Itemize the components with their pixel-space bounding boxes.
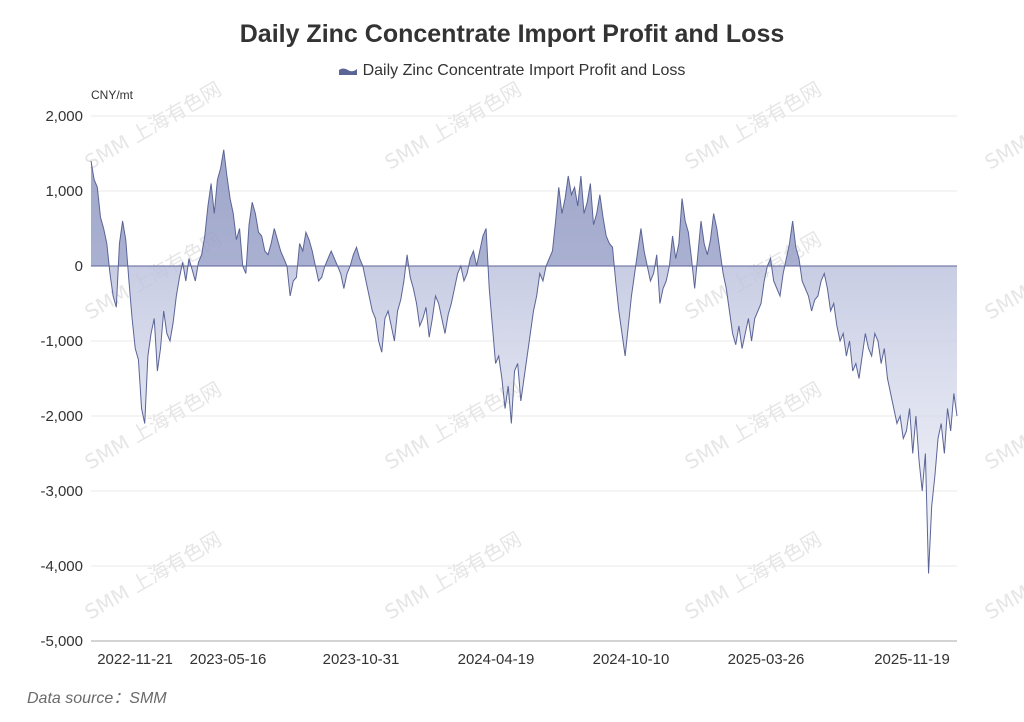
y-axis-unit-label: CNY/mt [91,88,133,102]
chart-title: Daily Zinc Concentrate Import Profit and… [239,20,785,48]
x-tick-label: 2025-11-19 [874,651,950,668]
x-tick-label: 2025-03-26 [728,651,805,668]
x-tick-label: 2023-05-16 [190,651,267,668]
y-tick-label: -2,000 [40,408,83,425]
x-axis: 2022-11-21 2023-05-16 2023-10-31 2024-04-19… [97,651,950,668]
watermark-text: SMM 上海有色网 [381,77,526,175]
legend-label: Daily Zinc Concentrate Import Profit and… [362,62,686,79]
watermark-text: SMM 上海有色网 [981,227,1024,325]
watermark-text: SMM 上海有色网 [381,527,526,625]
grid-lines [91,115,957,642]
data-source-note: Data source：SMM [27,690,167,707]
y-tick-label: -5,000 [40,633,83,650]
y-tick-label: -4,000 [40,558,83,575]
legend-swatch [338,68,357,75]
y-tick-label: 2,000 [45,108,83,125]
watermark-text: SMM 上海有色网 [81,527,226,625]
area-fill-negative [91,266,957,574]
watermark-text: SMM 上海有色网 [681,377,826,475]
watermark-text: SMM 上海有色网 [681,527,826,625]
y-axis: 2,000 1,000 0 -1,000 -2,000 -3,000 -4,000 -5,00… [40,108,83,650]
x-tick-label: 2023-10-31 [323,651,400,668]
watermark-text: SMM 上海有色网 [81,377,226,475]
x-tick-label: 2022-11-21 [97,651,173,668]
watermark-text: SMM 上海有色网 [981,527,1024,625]
y-tick-label: -3,000 [40,483,83,500]
y-tick-label: 1,000 [45,183,83,200]
legend[interactable]: Daily Zinc Concentrate Import Profit and… [0,62,1024,80]
y-tick-label: 0 [75,258,83,275]
watermark-text: SMM 上海有色网 [681,77,826,175]
x-tick-label: 2024-10-10 [593,651,670,668]
watermark-text: SMM 上海有色网 [81,77,226,175]
watermark-text: SMM 上海有色网 [981,377,1024,475]
x-tick-label: 2024-04-19 [458,651,535,668]
series-line[interactable] [90,149,958,574]
y-tick-label: -1,000 [40,333,83,350]
watermark-text: SMM 上海有色网 [981,77,1024,175]
